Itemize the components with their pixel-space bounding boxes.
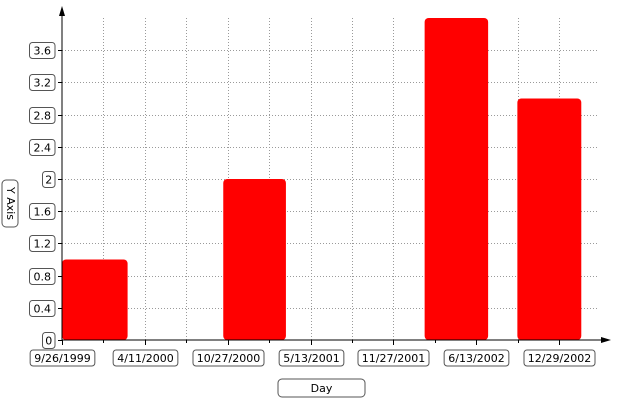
y-tick-label: 1.6 bbox=[29, 203, 56, 220]
bar bbox=[223, 179, 286, 340]
x-tick-label: 5/13/2001 bbox=[278, 349, 345, 367]
y-axis-title-text: Y Axis bbox=[4, 186, 17, 220]
axes bbox=[58, 6, 611, 345]
y-tick-label: 0.4 bbox=[29, 300, 56, 317]
x-tick-labels: 9/26/1999 4/11/2000 10/27/2000 5/13/2001 11/… bbox=[29, 349, 596, 367]
x-tick-label: 11/27/2001 bbox=[357, 349, 430, 367]
y-tick-label-text: 0.4 bbox=[34, 303, 52, 316]
y-axis-title: Y Axis bbox=[1, 179, 19, 228]
x-tick-label-text: 9/26/1999 bbox=[34, 352, 90, 365]
bar bbox=[424, 18, 489, 340]
y-tick-label: 2.4 bbox=[29, 139, 56, 156]
x-tick-label-text: 6/13/2002 bbox=[448, 352, 504, 365]
y-tick-label-text: 1.6 bbox=[34, 206, 52, 219]
bar bbox=[62, 259, 128, 340]
x-tick-label-text: 11/27/2001 bbox=[362, 352, 425, 365]
x-tick-label-text: 5/13/2001 bbox=[283, 352, 339, 365]
y-tick-label-text: 0.8 bbox=[34, 271, 52, 284]
y-tick-label-text: 1.2 bbox=[34, 238, 52, 251]
bar bbox=[517, 98, 582, 340]
y-tick-label: 2 bbox=[42, 171, 56, 188]
x-axis-arrow bbox=[601, 337, 611, 343]
y-axis-arrow bbox=[59, 6, 65, 16]
x-tick-label: 12/29/2002 bbox=[523, 349, 596, 367]
x-tick-label-text: 10/27/2000 bbox=[197, 352, 260, 365]
x-axis-title-text: Day bbox=[311, 382, 333, 395]
grid-lines bbox=[62, 18, 598, 340]
y-tick-label: 1.2 bbox=[29, 235, 56, 252]
y-tick-label: 0 bbox=[42, 332, 56, 349]
x-tick-label-text: 12/29/2002 bbox=[528, 352, 591, 365]
y-tick-label: 0.8 bbox=[29, 268, 56, 285]
x-tick-label: 6/13/2002 bbox=[443, 349, 510, 367]
y-tick-label-text: 3.2 bbox=[34, 77, 52, 90]
x-tick-label-text: 4/11/2000 bbox=[117, 352, 173, 365]
y-tick-labels: 0 0.4 0.8 1.2 1.6 2 2.4 2.8 3.2 3.6 bbox=[29, 42, 56, 349]
y-tick-label-text: 0 bbox=[45, 335, 52, 348]
x-tick-label: 9/26/1999 bbox=[29, 349, 96, 367]
x-tick-label: 10/27/2000 bbox=[192, 349, 265, 367]
y-tick-label-text: 2.8 bbox=[34, 110, 52, 123]
y-tick-label: 3.2 bbox=[29, 74, 56, 91]
x-axis-title: Day bbox=[277, 378, 366, 398]
bars bbox=[62, 18, 582, 340]
y-tick-label: 3.6 bbox=[29, 42, 56, 59]
y-tick-label-text: 2.4 bbox=[34, 142, 52, 155]
y-tick-label-text: 2 bbox=[45, 174, 52, 187]
y-tick-label-text: 3.6 bbox=[34, 45, 52, 58]
y-tick-label: 2.8 bbox=[29, 107, 56, 124]
x-tick-label: 4/11/2000 bbox=[112, 349, 179, 367]
